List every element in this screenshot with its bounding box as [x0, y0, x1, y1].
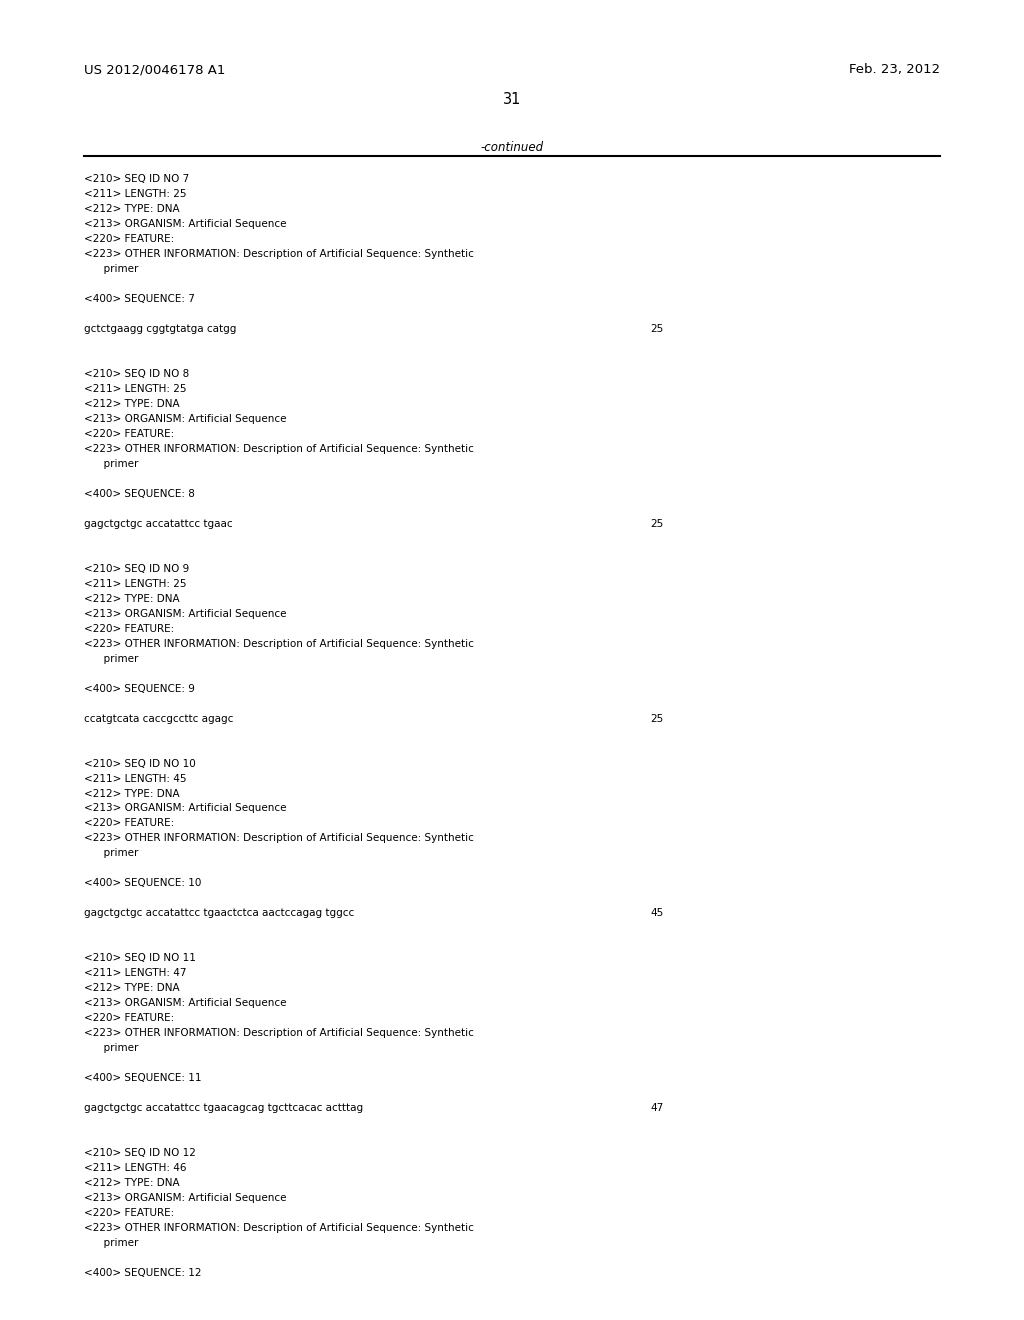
Text: US 2012/0046178 A1: US 2012/0046178 A1 — [84, 63, 225, 77]
Text: <211> LENGTH: 25: <211> LENGTH: 25 — [84, 189, 186, 199]
Text: 31: 31 — [503, 92, 521, 107]
Text: primer: primer — [84, 653, 138, 664]
Text: <211> LENGTH: 46: <211> LENGTH: 46 — [84, 1163, 186, 1173]
Text: primer: primer — [84, 1043, 138, 1053]
Text: <210> SEQ ID NO 11: <210> SEQ ID NO 11 — [84, 953, 196, 964]
Text: <213> ORGANISM: Artificial Sequence: <213> ORGANISM: Artificial Sequence — [84, 414, 287, 424]
Text: <220> FEATURE:: <220> FEATURE: — [84, 818, 174, 829]
Text: <220> FEATURE:: <220> FEATURE: — [84, 429, 174, 440]
Text: <210> SEQ ID NO 10: <210> SEQ ID NO 10 — [84, 759, 196, 768]
Text: 45: 45 — [650, 908, 664, 919]
Text: <213> ORGANISM: Artificial Sequence: <213> ORGANISM: Artificial Sequence — [84, 998, 287, 1008]
Text: <400> SEQUENCE: 9: <400> SEQUENCE: 9 — [84, 684, 195, 693]
Text: primer: primer — [84, 849, 138, 858]
Text: <212> TYPE: DNA: <212> TYPE: DNA — [84, 205, 179, 214]
Text: <400> SEQUENCE: 11: <400> SEQUENCE: 11 — [84, 1073, 202, 1084]
Text: <400> SEQUENCE: 10: <400> SEQUENCE: 10 — [84, 878, 202, 888]
Text: Feb. 23, 2012: Feb. 23, 2012 — [849, 63, 940, 77]
Text: <223> OTHER INFORMATION: Description of Artificial Sequence: Synthetic: <223> OTHER INFORMATION: Description of … — [84, 833, 474, 843]
Text: <211> LENGTH: 47: <211> LENGTH: 47 — [84, 969, 186, 978]
Text: 47: 47 — [650, 1104, 664, 1113]
Text: gagctgctgc accatattcc tgaac: gagctgctgc accatattcc tgaac — [84, 519, 232, 529]
Text: <220> FEATURE:: <220> FEATURE: — [84, 1014, 174, 1023]
Text: <212> TYPE: DNA: <212> TYPE: DNA — [84, 399, 179, 409]
Text: <211> LENGTH: 45: <211> LENGTH: 45 — [84, 774, 186, 784]
Text: <400> SEQUENCE: 7: <400> SEQUENCE: 7 — [84, 294, 195, 304]
Text: <213> ORGANISM: Artificial Sequence: <213> ORGANISM: Artificial Sequence — [84, 219, 287, 230]
Text: gctctgaagg cggtgtatga catgg: gctctgaagg cggtgtatga catgg — [84, 325, 237, 334]
Text: <223> OTHER INFORMATION: Description of Artificial Sequence: Synthetic: <223> OTHER INFORMATION: Description of … — [84, 444, 474, 454]
Text: 25: 25 — [650, 714, 664, 723]
Text: <212> TYPE: DNA: <212> TYPE: DNA — [84, 594, 179, 603]
Text: <210> SEQ ID NO 9: <210> SEQ ID NO 9 — [84, 564, 189, 574]
Text: ccatgtcata caccgccttc agagc: ccatgtcata caccgccttc agagc — [84, 714, 233, 723]
Text: primer: primer — [84, 1238, 138, 1247]
Text: <400> SEQUENCE: 12: <400> SEQUENCE: 12 — [84, 1269, 202, 1278]
Text: <400> SEQUENCE: 8: <400> SEQUENCE: 8 — [84, 488, 195, 499]
Text: primer: primer — [84, 459, 138, 469]
Text: <212> TYPE: DNA: <212> TYPE: DNA — [84, 983, 179, 993]
Text: gagctgctgc accatattcc tgaactctca aactccagag tggcc: gagctgctgc accatattcc tgaactctca aactcca… — [84, 908, 354, 919]
Text: <223> OTHER INFORMATION: Description of Artificial Sequence: Synthetic: <223> OTHER INFORMATION: Description of … — [84, 249, 474, 259]
Text: <212> TYPE: DNA: <212> TYPE: DNA — [84, 1177, 179, 1188]
Text: -continued: -continued — [480, 141, 544, 154]
Text: <211> LENGTH: 25: <211> LENGTH: 25 — [84, 578, 186, 589]
Text: <220> FEATURE:: <220> FEATURE: — [84, 624, 174, 634]
Text: <223> OTHER INFORMATION: Description of Artificial Sequence: Synthetic: <223> OTHER INFORMATION: Description of … — [84, 1028, 474, 1039]
Text: <213> ORGANISM: Artificial Sequence: <213> ORGANISM: Artificial Sequence — [84, 609, 287, 619]
Text: <213> ORGANISM: Artificial Sequence: <213> ORGANISM: Artificial Sequence — [84, 1193, 287, 1203]
Text: <220> FEATURE:: <220> FEATURE: — [84, 1208, 174, 1218]
Text: gagctgctgc accatattcc tgaacagcag tgcttcacac actttag: gagctgctgc accatattcc tgaacagcag tgcttca… — [84, 1104, 364, 1113]
Text: <223> OTHER INFORMATION: Description of Artificial Sequence: Synthetic: <223> OTHER INFORMATION: Description of … — [84, 639, 474, 648]
Text: primer: primer — [84, 264, 138, 275]
Text: <212> TYPE: DNA: <212> TYPE: DNA — [84, 788, 179, 799]
Text: <210> SEQ ID NO 7: <210> SEQ ID NO 7 — [84, 174, 189, 185]
Text: <211> LENGTH: 25: <211> LENGTH: 25 — [84, 384, 186, 393]
Text: <210> SEQ ID NO 12: <210> SEQ ID NO 12 — [84, 1148, 196, 1158]
Text: 25: 25 — [650, 519, 664, 529]
Text: <220> FEATURE:: <220> FEATURE: — [84, 234, 174, 244]
Text: <210> SEQ ID NO 8: <210> SEQ ID NO 8 — [84, 370, 189, 379]
Text: <213> ORGANISM: Artificial Sequence: <213> ORGANISM: Artificial Sequence — [84, 804, 287, 813]
Text: <223> OTHER INFORMATION: Description of Artificial Sequence: Synthetic: <223> OTHER INFORMATION: Description of … — [84, 1224, 474, 1233]
Text: 25: 25 — [650, 325, 664, 334]
